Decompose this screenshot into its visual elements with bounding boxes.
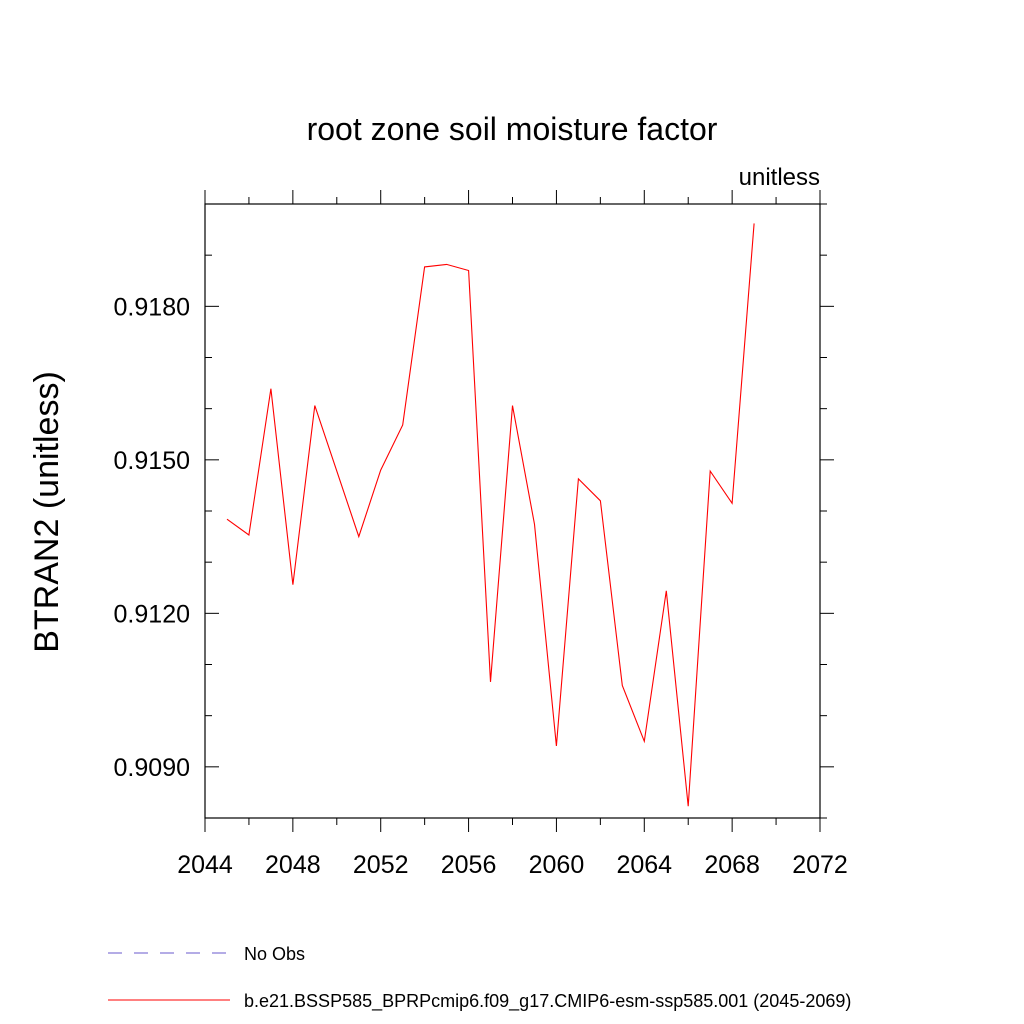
x-tick-label: 2072 bbox=[792, 851, 848, 879]
x-tick-label: 2068 bbox=[704, 851, 760, 879]
x-tick-label: 2048 bbox=[265, 851, 321, 879]
y-tick-label: 0.9090 bbox=[114, 754, 190, 782]
y-tick-label: 0.9120 bbox=[114, 600, 190, 628]
x-tick-label: 2056 bbox=[441, 851, 497, 879]
x-tick-label: 2064 bbox=[616, 851, 672, 879]
x-tick-label: 2052 bbox=[353, 851, 409, 879]
units-label: unitless bbox=[739, 164, 820, 191]
x-axis-ticks: 2044 2048 2052 2056 2060 2064 2068 2072 bbox=[177, 190, 848, 879]
y-tick-label: 0.9150 bbox=[114, 447, 190, 475]
x-tick-label: 2044 bbox=[177, 851, 233, 879]
legend-label: b.e21.BSSP585_BPRPcmip6.f09_g17.CMIP6-es… bbox=[244, 991, 851, 1012]
y-axis-ticks: 0.9090 0.9120 0.9150 0.9180 bbox=[114, 203, 834, 819]
series-line bbox=[226, 223, 755, 807]
series-layer bbox=[226, 223, 755, 807]
chart-title: root zone soil moisture factor bbox=[307, 111, 718, 147]
y-tick-label: 0.9180 bbox=[114, 293, 190, 321]
plot-frame bbox=[204, 203, 821, 819]
x-tick-label: 2060 bbox=[529, 851, 585, 879]
y-axis-label: BTRAN2 (unitless) bbox=[28, 371, 66, 653]
legend-label: No Obs bbox=[244, 944, 305, 964]
legend: No Obs b.e21.BSSP585_BPRPcmip6.f09_g17.CM… bbox=[108, 944, 851, 1012]
